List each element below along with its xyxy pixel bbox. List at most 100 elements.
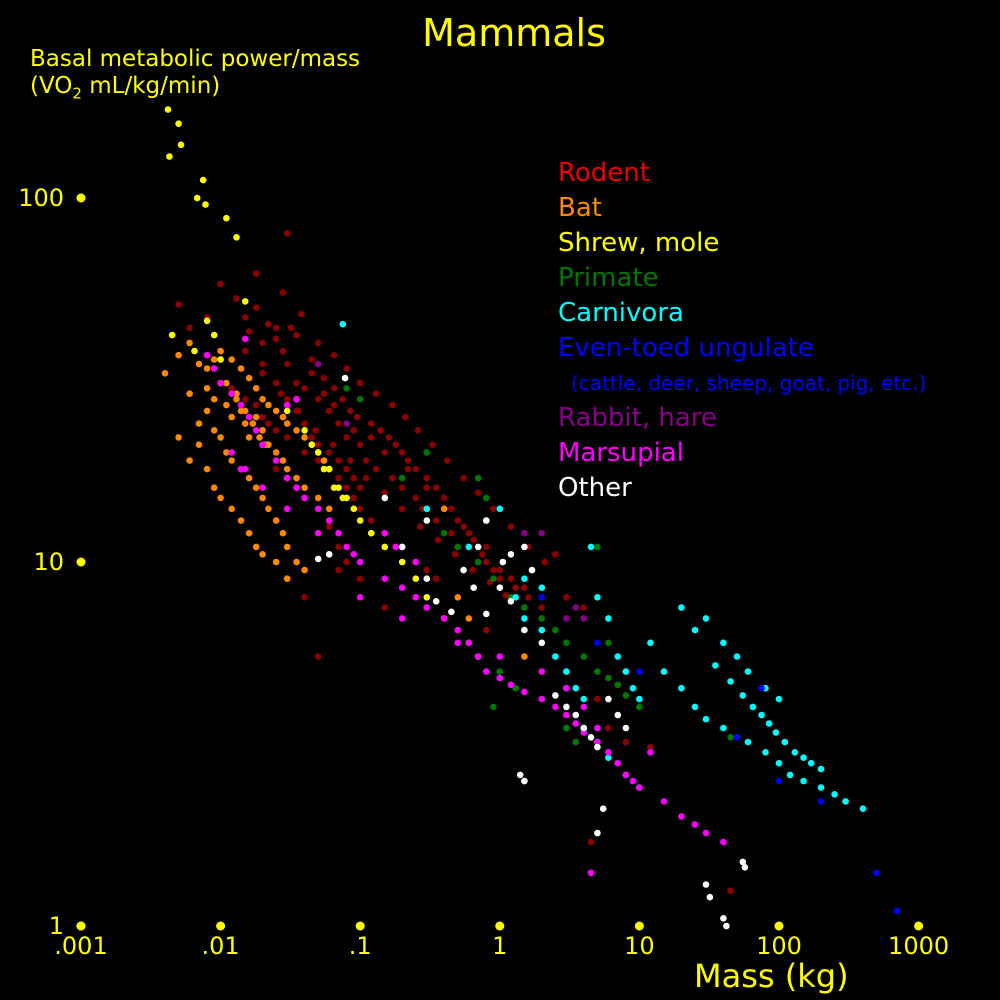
data-point xyxy=(175,301,182,308)
data-point xyxy=(622,692,630,699)
data-point xyxy=(552,703,559,711)
data-point xyxy=(389,401,396,409)
data-point xyxy=(392,543,400,551)
data-point xyxy=(381,575,389,582)
data-point xyxy=(414,427,422,434)
data-point xyxy=(233,390,240,398)
data-point xyxy=(678,604,685,611)
data-point xyxy=(256,434,263,441)
data-point xyxy=(614,653,622,660)
data-point xyxy=(490,575,497,582)
data-point xyxy=(412,558,420,566)
data-point xyxy=(765,720,773,727)
data-point xyxy=(195,420,203,427)
data-point xyxy=(314,505,322,513)
data-point xyxy=(339,395,347,403)
data-point xyxy=(293,331,300,339)
data-point xyxy=(237,365,245,372)
data-point xyxy=(223,401,230,409)
data-point xyxy=(702,615,710,622)
data-point xyxy=(314,457,322,464)
data-point xyxy=(237,465,245,473)
legend-entry: Carnivora xyxy=(558,298,684,328)
data-point xyxy=(538,584,546,591)
y-tick-mark xyxy=(76,193,86,203)
data-point xyxy=(210,395,218,403)
data-point xyxy=(272,379,280,387)
data-point xyxy=(325,505,333,513)
data-point xyxy=(460,523,467,530)
data-point xyxy=(301,385,308,392)
x-tick-mark xyxy=(914,921,924,931)
data-point xyxy=(572,738,580,746)
data-point xyxy=(335,543,342,551)
data-point xyxy=(314,360,322,368)
data-point xyxy=(335,529,342,537)
legend-entry: Rabbit, hare xyxy=(558,403,717,433)
data-point xyxy=(800,777,807,785)
data-point xyxy=(538,626,546,634)
data-point xyxy=(454,639,462,647)
data-point xyxy=(168,331,176,339)
data-point xyxy=(599,805,607,812)
data-point xyxy=(775,777,783,785)
data-point xyxy=(298,310,305,318)
data-point xyxy=(259,441,266,449)
data-point xyxy=(629,684,637,692)
data-point xyxy=(252,484,260,492)
data-point xyxy=(283,434,291,441)
data-point xyxy=(465,639,473,647)
data-point xyxy=(563,668,570,675)
data-point xyxy=(580,604,588,611)
data-point xyxy=(758,684,765,692)
data-point xyxy=(293,558,300,566)
data-point xyxy=(460,566,467,574)
data-point xyxy=(392,441,400,449)
data-point xyxy=(521,584,528,591)
legend-entry: Shrew, mole xyxy=(558,228,720,258)
data-point xyxy=(381,604,389,611)
data-point xyxy=(490,505,497,513)
data-point xyxy=(594,543,601,551)
data-point xyxy=(538,668,546,675)
data-point xyxy=(343,465,351,473)
data-point xyxy=(521,575,528,582)
data-point xyxy=(314,529,322,537)
data-point xyxy=(272,427,280,434)
data-point xyxy=(502,592,509,599)
data-point xyxy=(217,494,224,502)
data-point xyxy=(660,798,668,805)
data-point xyxy=(283,360,291,368)
data-point xyxy=(791,749,799,756)
data-point xyxy=(241,395,249,403)
series-4 xyxy=(339,320,867,812)
data-point xyxy=(448,608,455,616)
data-point xyxy=(347,407,354,415)
data-point xyxy=(202,201,209,208)
data-point xyxy=(512,584,519,591)
data-point xyxy=(483,626,490,634)
data-point xyxy=(203,351,211,359)
data-point xyxy=(594,743,601,751)
data-point xyxy=(474,474,482,482)
data-point xyxy=(580,695,588,703)
data-point xyxy=(465,615,473,622)
data-point xyxy=(356,558,364,566)
data-point xyxy=(507,551,515,558)
legend-entry: Marsupial xyxy=(558,438,684,468)
x-tick-label: 100 xyxy=(756,932,802,960)
data-point xyxy=(277,390,285,398)
data-point xyxy=(521,688,528,696)
x-tick-label: 10 xyxy=(624,932,655,960)
data-point xyxy=(272,517,280,524)
data-point xyxy=(293,484,300,492)
data-point xyxy=(490,566,497,574)
data-point xyxy=(496,668,504,675)
data-point xyxy=(678,813,685,820)
data-point xyxy=(325,449,333,456)
data-point xyxy=(423,449,431,456)
data-point xyxy=(241,347,249,355)
data-point xyxy=(314,653,322,660)
series-6 xyxy=(314,360,588,622)
data-point xyxy=(521,529,528,537)
